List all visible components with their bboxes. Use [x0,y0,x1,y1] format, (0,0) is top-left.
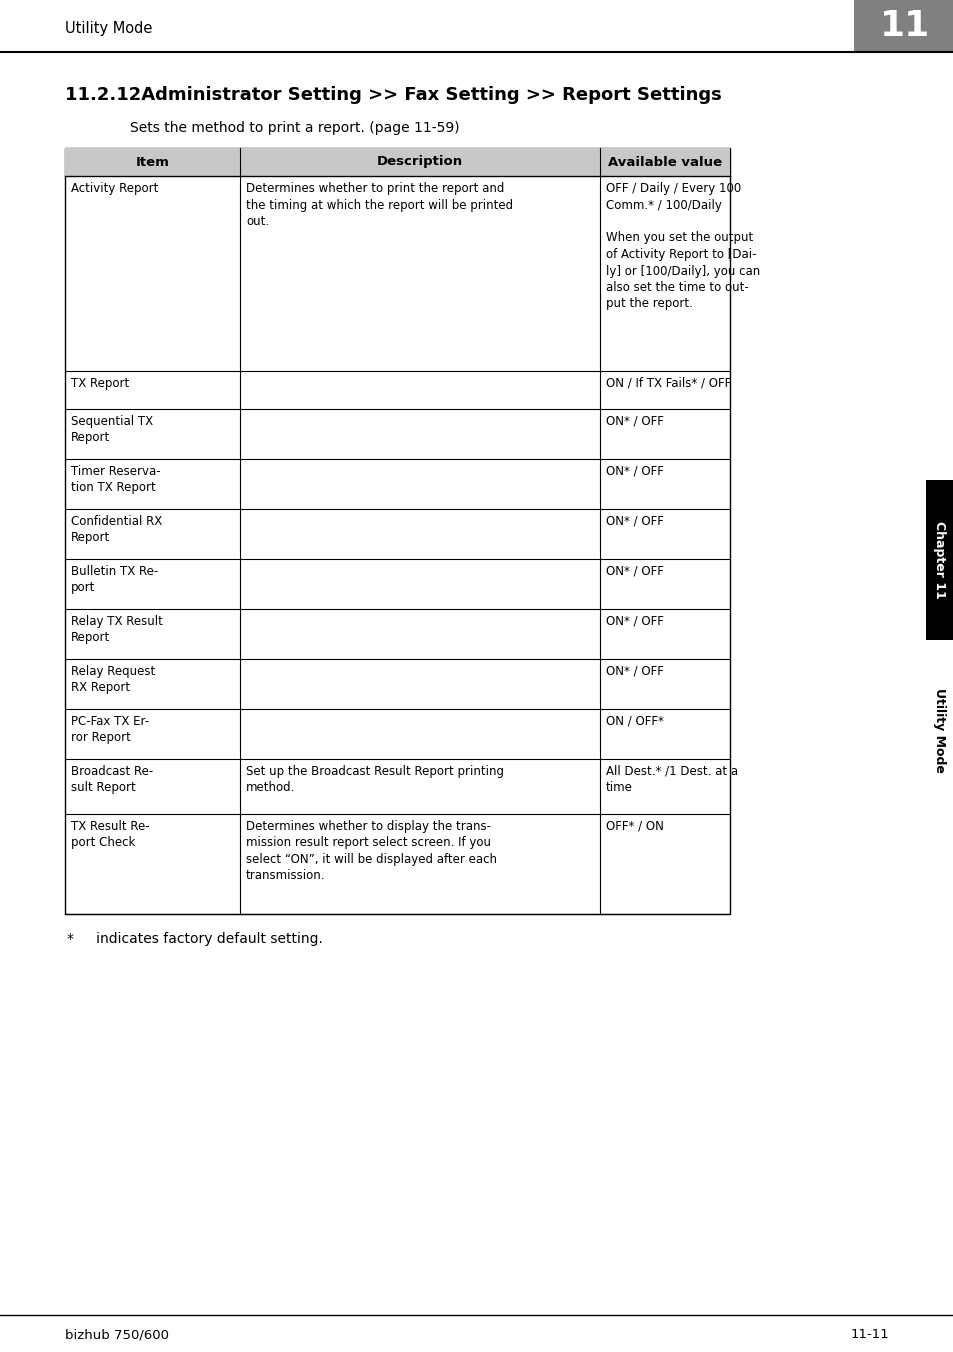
Text: Activity Report: Activity Report [71,183,158,195]
Text: Utility Mode: Utility Mode [65,20,152,35]
Text: ON* / OFF: ON* / OFF [605,565,663,579]
Text: ON* / OFF: ON* / OFF [605,415,663,429]
Text: ON* / OFF: ON* / OFF [605,615,663,627]
Text: Sequential TX
Report: Sequential TX Report [71,415,153,445]
Bar [65,147,729,914]
Text: TX Result Re-
port Check: TX Result Re- port Check [71,821,150,849]
Text: ON* / OFF: ON* / OFF [605,465,663,479]
Bar [925,480,953,639]
Text: 11.2.12Administrator Setting >> Fax Setting >> Report Settings: 11.2.12Administrator Setting >> Fax Sett… [65,87,721,104]
Text: Sets the method to print a report. (page 11-59): Sets the method to print a report. (page… [130,120,459,135]
Text: All Dest.* /1 Dest. at a
time: All Dest.* /1 Dest. at a time [605,765,738,795]
Text: TX Report: TX Report [71,377,129,389]
Text: Confidential RX
Report: Confidential RX Report [71,515,162,545]
Text: Determines whether to display the trans-
mission result report select screen. If: Determines whether to display the trans-… [246,821,497,883]
Text: *: * [67,932,74,946]
Text: ON* / OFF: ON* / OFF [605,665,663,677]
Text: Available value: Available value [607,155,721,169]
Bar [853,0,953,51]
Text: Description: Description [376,155,462,169]
Text: 11: 11 [879,9,929,43]
Text: indicates factory default setting.: indicates factory default setting. [83,932,322,946]
Text: Relay Request
RX Report: Relay Request RX Report [71,665,155,695]
Text: Determines whether to print the report and
the timing at which the report will b: Determines whether to print the report a… [246,183,513,228]
Text: Timer Reserva-
tion TX Report: Timer Reserva- tion TX Report [71,465,160,495]
Text: Relay TX Result
Report: Relay TX Result Report [71,615,163,645]
Text: Bulletin TX Re-
port: Bulletin TX Re- port [71,565,158,595]
Text: ON / OFF*: ON / OFF* [605,715,663,727]
Text: bizhub 750/600: bizhub 750/600 [65,1329,169,1341]
Text: ON / If TX Fails* / OFF: ON / If TX Fails* / OFF [605,377,731,389]
Text: Item: Item [135,155,170,169]
Text: OFF* / ON: OFF* / ON [605,821,663,833]
Text: Broadcast Re-
sult Report: Broadcast Re- sult Report [71,765,153,795]
Text: Set up the Broadcast Result Report printing
method.: Set up the Broadcast Result Report print… [246,765,503,795]
Text: PC-Fax TX Er-
ror Report: PC-Fax TX Er- ror Report [71,715,149,745]
Text: ON* / OFF: ON* / OFF [605,515,663,529]
Bar [65,147,729,176]
Text: Utility Mode: Utility Mode [933,688,945,772]
Text: OFF / Daily / Every 100
Comm.* / 100/Daily

When you set the output
of Activity : OFF / Daily / Every 100 Comm.* / 100/Dai… [605,183,760,311]
Text: Chapter 11: Chapter 11 [933,521,945,599]
Text: 11-11: 11-11 [849,1329,888,1341]
